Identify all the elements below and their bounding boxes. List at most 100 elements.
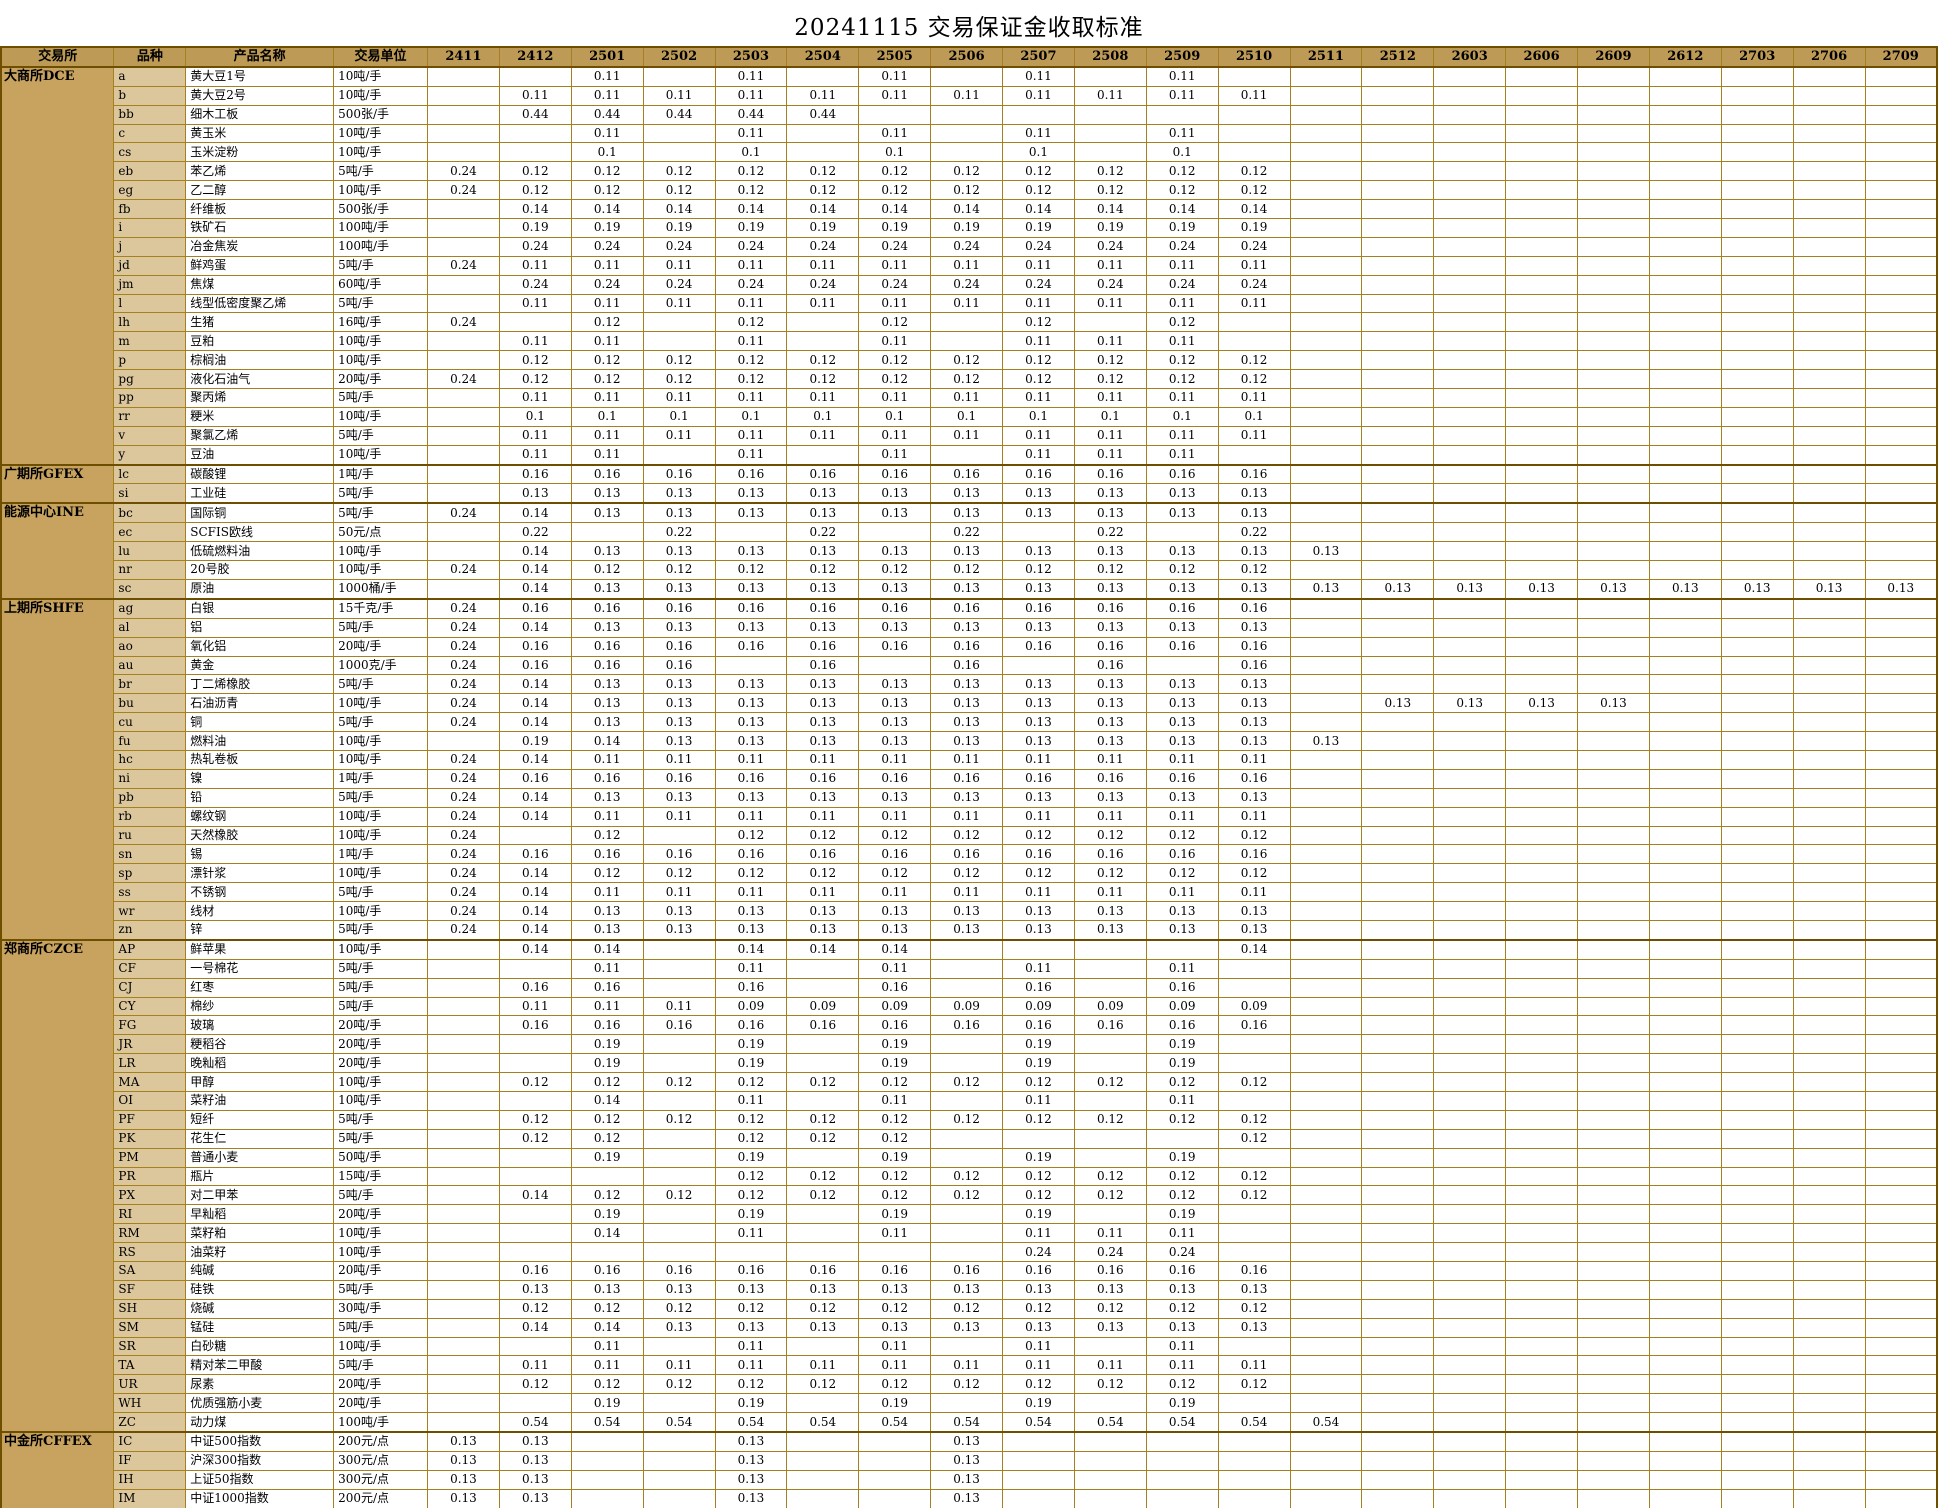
margin-value-cell xyxy=(1792,312,1866,333)
margin-value-cell: 0.12 xyxy=(1145,1109,1219,1130)
margin-value-cell: 0.13 xyxy=(1002,578,1075,600)
margin-value-cell: 0.13 xyxy=(1073,617,1147,638)
variety-code: zn xyxy=(113,919,187,941)
margin-value-cell xyxy=(1289,218,1363,238)
margin-value-cell: 0.11 xyxy=(1002,444,1075,466)
margin-value-cell: 0.14 xyxy=(498,938,572,960)
margin-value-cell: 0.11 xyxy=(1145,1355,1219,1376)
margin-value-cell xyxy=(1073,312,1147,333)
margin-value-cell xyxy=(642,1223,716,1244)
margin-value-cell xyxy=(570,1242,644,1262)
margin-value-cell: 0.13 xyxy=(714,901,788,921)
margin-value-cell xyxy=(786,1090,860,1111)
margin-value-cell: 0.11 xyxy=(786,388,860,408)
margin-value-cell xyxy=(858,1430,932,1452)
margin-value-cell xyxy=(1792,863,1866,884)
margin-value-cell xyxy=(427,541,500,562)
margin-value-cell: 0.11 xyxy=(1145,1090,1219,1111)
margin-value-cell xyxy=(1648,1223,1722,1244)
margin-value-cell: 0.13 xyxy=(1145,674,1219,695)
margin-value-cell xyxy=(1648,142,1722,163)
margin-value-cell: 0.13 xyxy=(642,712,716,733)
margin-value-cell xyxy=(642,1242,716,1262)
margin-value-cell: 0.13 xyxy=(858,483,932,504)
margin-value-cell: 0.12 xyxy=(1002,1298,1075,1319)
margin-value-cell: 0.13 xyxy=(786,483,860,504)
margin-value-cell: 0.13 xyxy=(1433,693,1507,714)
margin-value-cell xyxy=(1864,85,1938,106)
margin-value-cell xyxy=(1720,749,1794,770)
margin-value-cell xyxy=(1720,483,1794,504)
margin-value-cell xyxy=(427,406,500,427)
margin-value-cell: 0.12 xyxy=(1002,560,1075,580)
margin-value-cell: 0.13 xyxy=(1145,919,1219,941)
margin-value-cell xyxy=(1217,1242,1291,1262)
margin-value-cell: 0.11 xyxy=(1002,255,1075,276)
margin-value-cell xyxy=(1648,1072,1722,1092)
margin-value-cell: 0.13 xyxy=(1145,578,1219,600)
margin-value-cell: 0.12 xyxy=(642,1109,716,1130)
month-header: 2609 xyxy=(1577,46,1650,68)
margin-value-cell xyxy=(1433,768,1507,789)
variety-code: CY xyxy=(113,996,187,1017)
margin-value-cell: 0.13 xyxy=(1145,901,1219,921)
margin-value-cell xyxy=(1217,1488,1291,1508)
margin-value-cell: 0.13 xyxy=(1002,901,1075,921)
margin-value-cell: 0.12 xyxy=(1002,1166,1075,1187)
trade-unit: 10吨/手 xyxy=(333,65,428,87)
variety-code: p xyxy=(113,350,187,371)
margin-value-cell: 0.13 xyxy=(642,617,716,638)
trade-unit: 10吨/手 xyxy=(333,406,428,427)
margin-value-cell: 0.19 xyxy=(570,218,644,238)
month-header: 2504 xyxy=(786,46,860,68)
product-name: 低硫燃料油 xyxy=(185,541,335,562)
margin-value-cell xyxy=(1648,693,1722,714)
margin-value-cell: 0.11 xyxy=(1145,255,1219,276)
margin-value-cell xyxy=(1864,1261,1938,1281)
margin-value-cell xyxy=(1433,1072,1507,1092)
margin-value-cell xyxy=(1217,1223,1291,1244)
margin-value-cell xyxy=(1720,104,1794,125)
margin-value-cell: 0.54 xyxy=(498,1412,572,1433)
margin-value-cell: 0.14 xyxy=(1217,199,1291,220)
margin-value-cell xyxy=(930,1393,1003,1414)
margin-value-cell: 0.13 xyxy=(930,1317,1003,1338)
margin-value-cell xyxy=(1577,882,1650,903)
margin-value-cell xyxy=(1577,977,1650,998)
margin-value-cell xyxy=(930,312,1003,333)
margin-value-cell: 0.09 xyxy=(1217,996,1291,1017)
margin-value-cell: 0.24 xyxy=(427,502,500,524)
variety-code: PK xyxy=(113,1128,187,1149)
margin-value-cell: 0.11 xyxy=(930,388,1003,408)
margin-value-cell: 0.16 xyxy=(786,844,860,865)
margin-value-cell xyxy=(1577,388,1650,408)
margin-value-cell: 0.14 xyxy=(642,199,716,220)
margin-value-cell xyxy=(1505,406,1578,427)
margin-value-cell xyxy=(1073,1488,1147,1508)
product-name: 锰硅 xyxy=(185,1317,335,1338)
margin-value-cell xyxy=(1289,1053,1363,1074)
margin-value-cell xyxy=(1720,901,1794,921)
table-row: sc 原油 1000桶/手 0.14 0.13 0.13 0.13 0.13 0.13 0.13 0… xyxy=(1,578,1938,600)
margin-value-cell xyxy=(1577,787,1650,808)
margin-value-cell xyxy=(1361,863,1435,884)
margin-value-cell: 0.11 xyxy=(858,123,932,144)
margin-value-cell xyxy=(1505,369,1578,390)
margin-value-cell xyxy=(1577,768,1650,789)
margin-value-cell: 0.12 xyxy=(858,1185,932,1206)
margin-value-cell xyxy=(1361,825,1435,846)
margin-value-cell xyxy=(1002,1450,1075,1471)
margin-value-cell xyxy=(1361,1090,1435,1111)
margin-value-cell: 0.1 xyxy=(1145,142,1219,163)
margin-value-cell: 0.16 xyxy=(1002,768,1075,789)
margin-value-cell: 0.16 xyxy=(714,1015,788,1036)
margin-value-cell xyxy=(1648,312,1722,333)
margin-value-cell: 0.11 xyxy=(1002,425,1075,446)
variety-code: SA xyxy=(113,1261,187,1281)
margin-value-cell: 0.12 xyxy=(642,1298,716,1319)
trade-unit: 100吨/手 xyxy=(333,218,428,238)
margin-value-cell xyxy=(1361,161,1435,182)
margin-value-cell: 0.11 xyxy=(858,425,932,446)
margin-value-cell xyxy=(858,655,932,676)
table-row: WH 优质强筋小麦 20吨/手 0.19 0.19 0.19 0.19 0.19 xyxy=(1,1393,1938,1414)
